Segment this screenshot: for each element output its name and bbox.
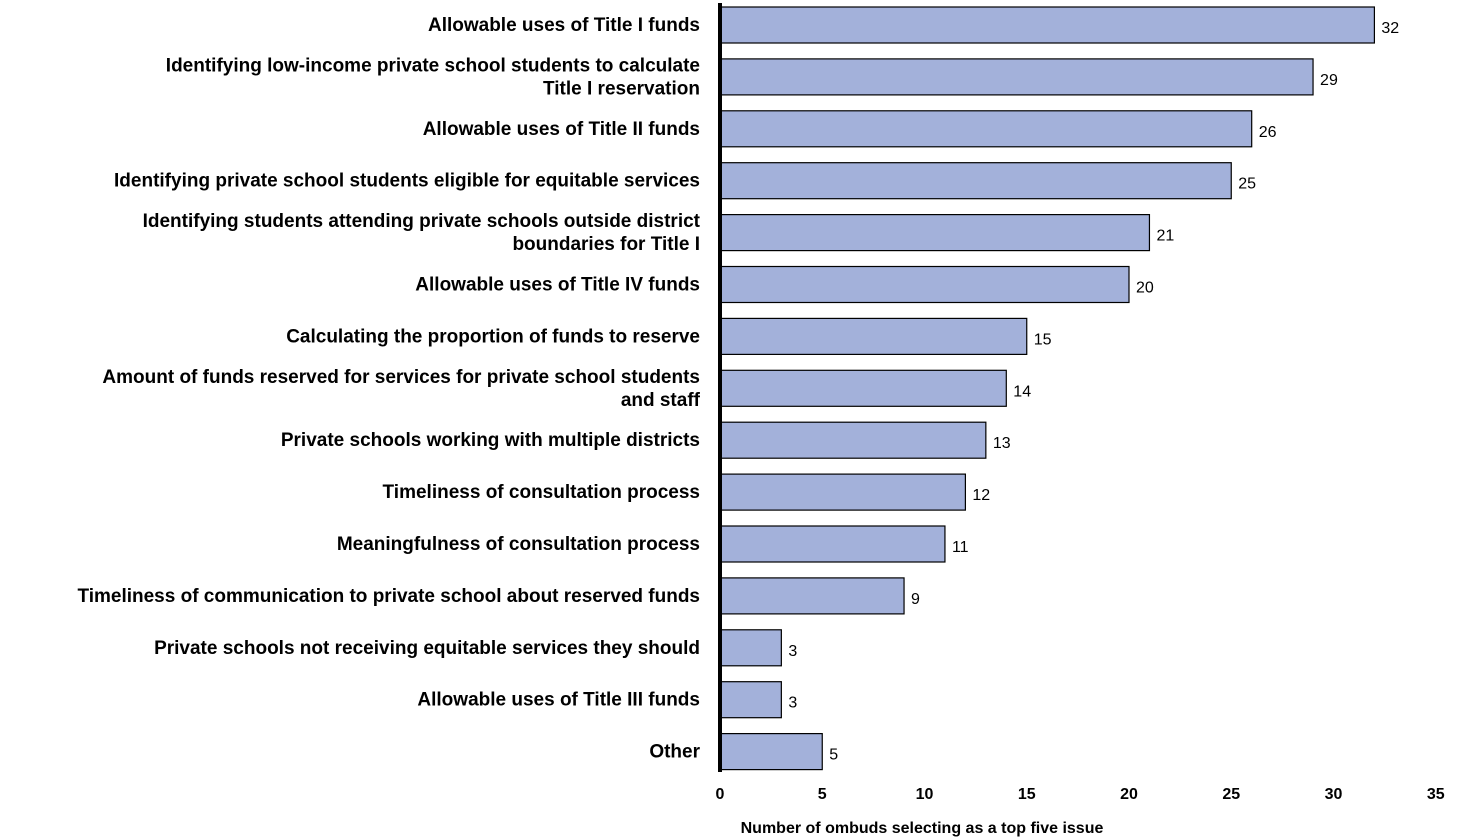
category-label: Allowable uses of Title III funds (417, 690, 700, 711)
data-label: 29 (1320, 72, 1338, 89)
bars-layer (719, 6, 1376, 771)
data-label: 25 (1238, 176, 1256, 193)
data-label: 3 (788, 643, 797, 660)
bar (719, 732, 823, 771)
data-label: 13 (993, 435, 1011, 452)
category-label: Identifying low-income private school st… (166, 55, 700, 76)
bar (719, 681, 782, 719)
bar (719, 214, 1151, 252)
bar (719, 58, 1314, 96)
data-label: 20 (1136, 280, 1154, 297)
category-label: Allowable uses of Title II funds (423, 119, 700, 140)
bar (719, 421, 987, 459)
bar (719, 110, 1253, 148)
category-label: Amount of funds reserved for services fo… (102, 367, 700, 388)
category-label: Allowable uses of Title I funds (428, 15, 700, 36)
x-tick-label: 35 (1427, 786, 1445, 803)
x-tick-label: 15 (1018, 786, 1036, 803)
bar (719, 317, 1028, 355)
x-tick-label: 25 (1222, 786, 1240, 803)
category-label: Identifying private school students elig… (114, 171, 700, 192)
category-label: boundaries for Title I (512, 234, 700, 255)
x-tick-label: 10 (916, 786, 934, 803)
data-label: 12 (972, 487, 990, 504)
data-label: 26 (1259, 124, 1277, 141)
bar (719, 6, 1376, 44)
x-axis-ticks: 0 5 10 15 20 25 30 35 (716, 786, 1445, 803)
category-label: Allowable uses of Title IV funds (415, 275, 700, 296)
bar (719, 525, 946, 563)
data-label: 15 (1034, 331, 1052, 348)
data-labels: 32 29 26 25 21 20 15 14 13 12 11 9 3 3 5 (788, 20, 1399, 764)
bar (719, 265, 1130, 304)
category-label: and staff (621, 390, 701, 411)
data-label: 5 (829, 747, 838, 764)
data-label: 11 (952, 539, 969, 556)
bar (719, 369, 1007, 407)
category-label: Timeliness of consultation process (383, 482, 700, 503)
x-tick-label: 20 (1120, 786, 1138, 803)
category-label: Other (649, 742, 700, 763)
x-tick-label: 5 (818, 786, 827, 803)
x-tick-label: 30 (1325, 786, 1343, 803)
bar (719, 473, 966, 511)
data-label: 32 (1381, 20, 1399, 37)
x-axis-title: Number of ombuds selecting as a top five… (741, 820, 1104, 837)
data-label: 3 (788, 695, 797, 712)
bar (719, 577, 905, 615)
data-label: 21 (1156, 228, 1174, 245)
data-label: 14 (1013, 383, 1031, 400)
category-label: Title I reservation (543, 78, 700, 99)
category-label: Calculating the proportion of funds to r… (286, 326, 700, 347)
category-label: Timeliness of communication to private s… (77, 586, 700, 607)
category-label: Private schools not receiving equitable … (154, 638, 700, 659)
x-tick-label: 0 (716, 786, 725, 803)
category-labels: Allowable uses of Title I funds Identifyi… (77, 15, 700, 763)
bar (719, 629, 782, 667)
category-label: Identifying students attending private s… (143, 211, 701, 232)
category-label: Meaningfulness of consultation process (337, 534, 700, 555)
bar (719, 162, 1232, 200)
category-label: Private schools working with multiple di… (281, 430, 700, 451)
data-label: 9 (911, 591, 920, 608)
